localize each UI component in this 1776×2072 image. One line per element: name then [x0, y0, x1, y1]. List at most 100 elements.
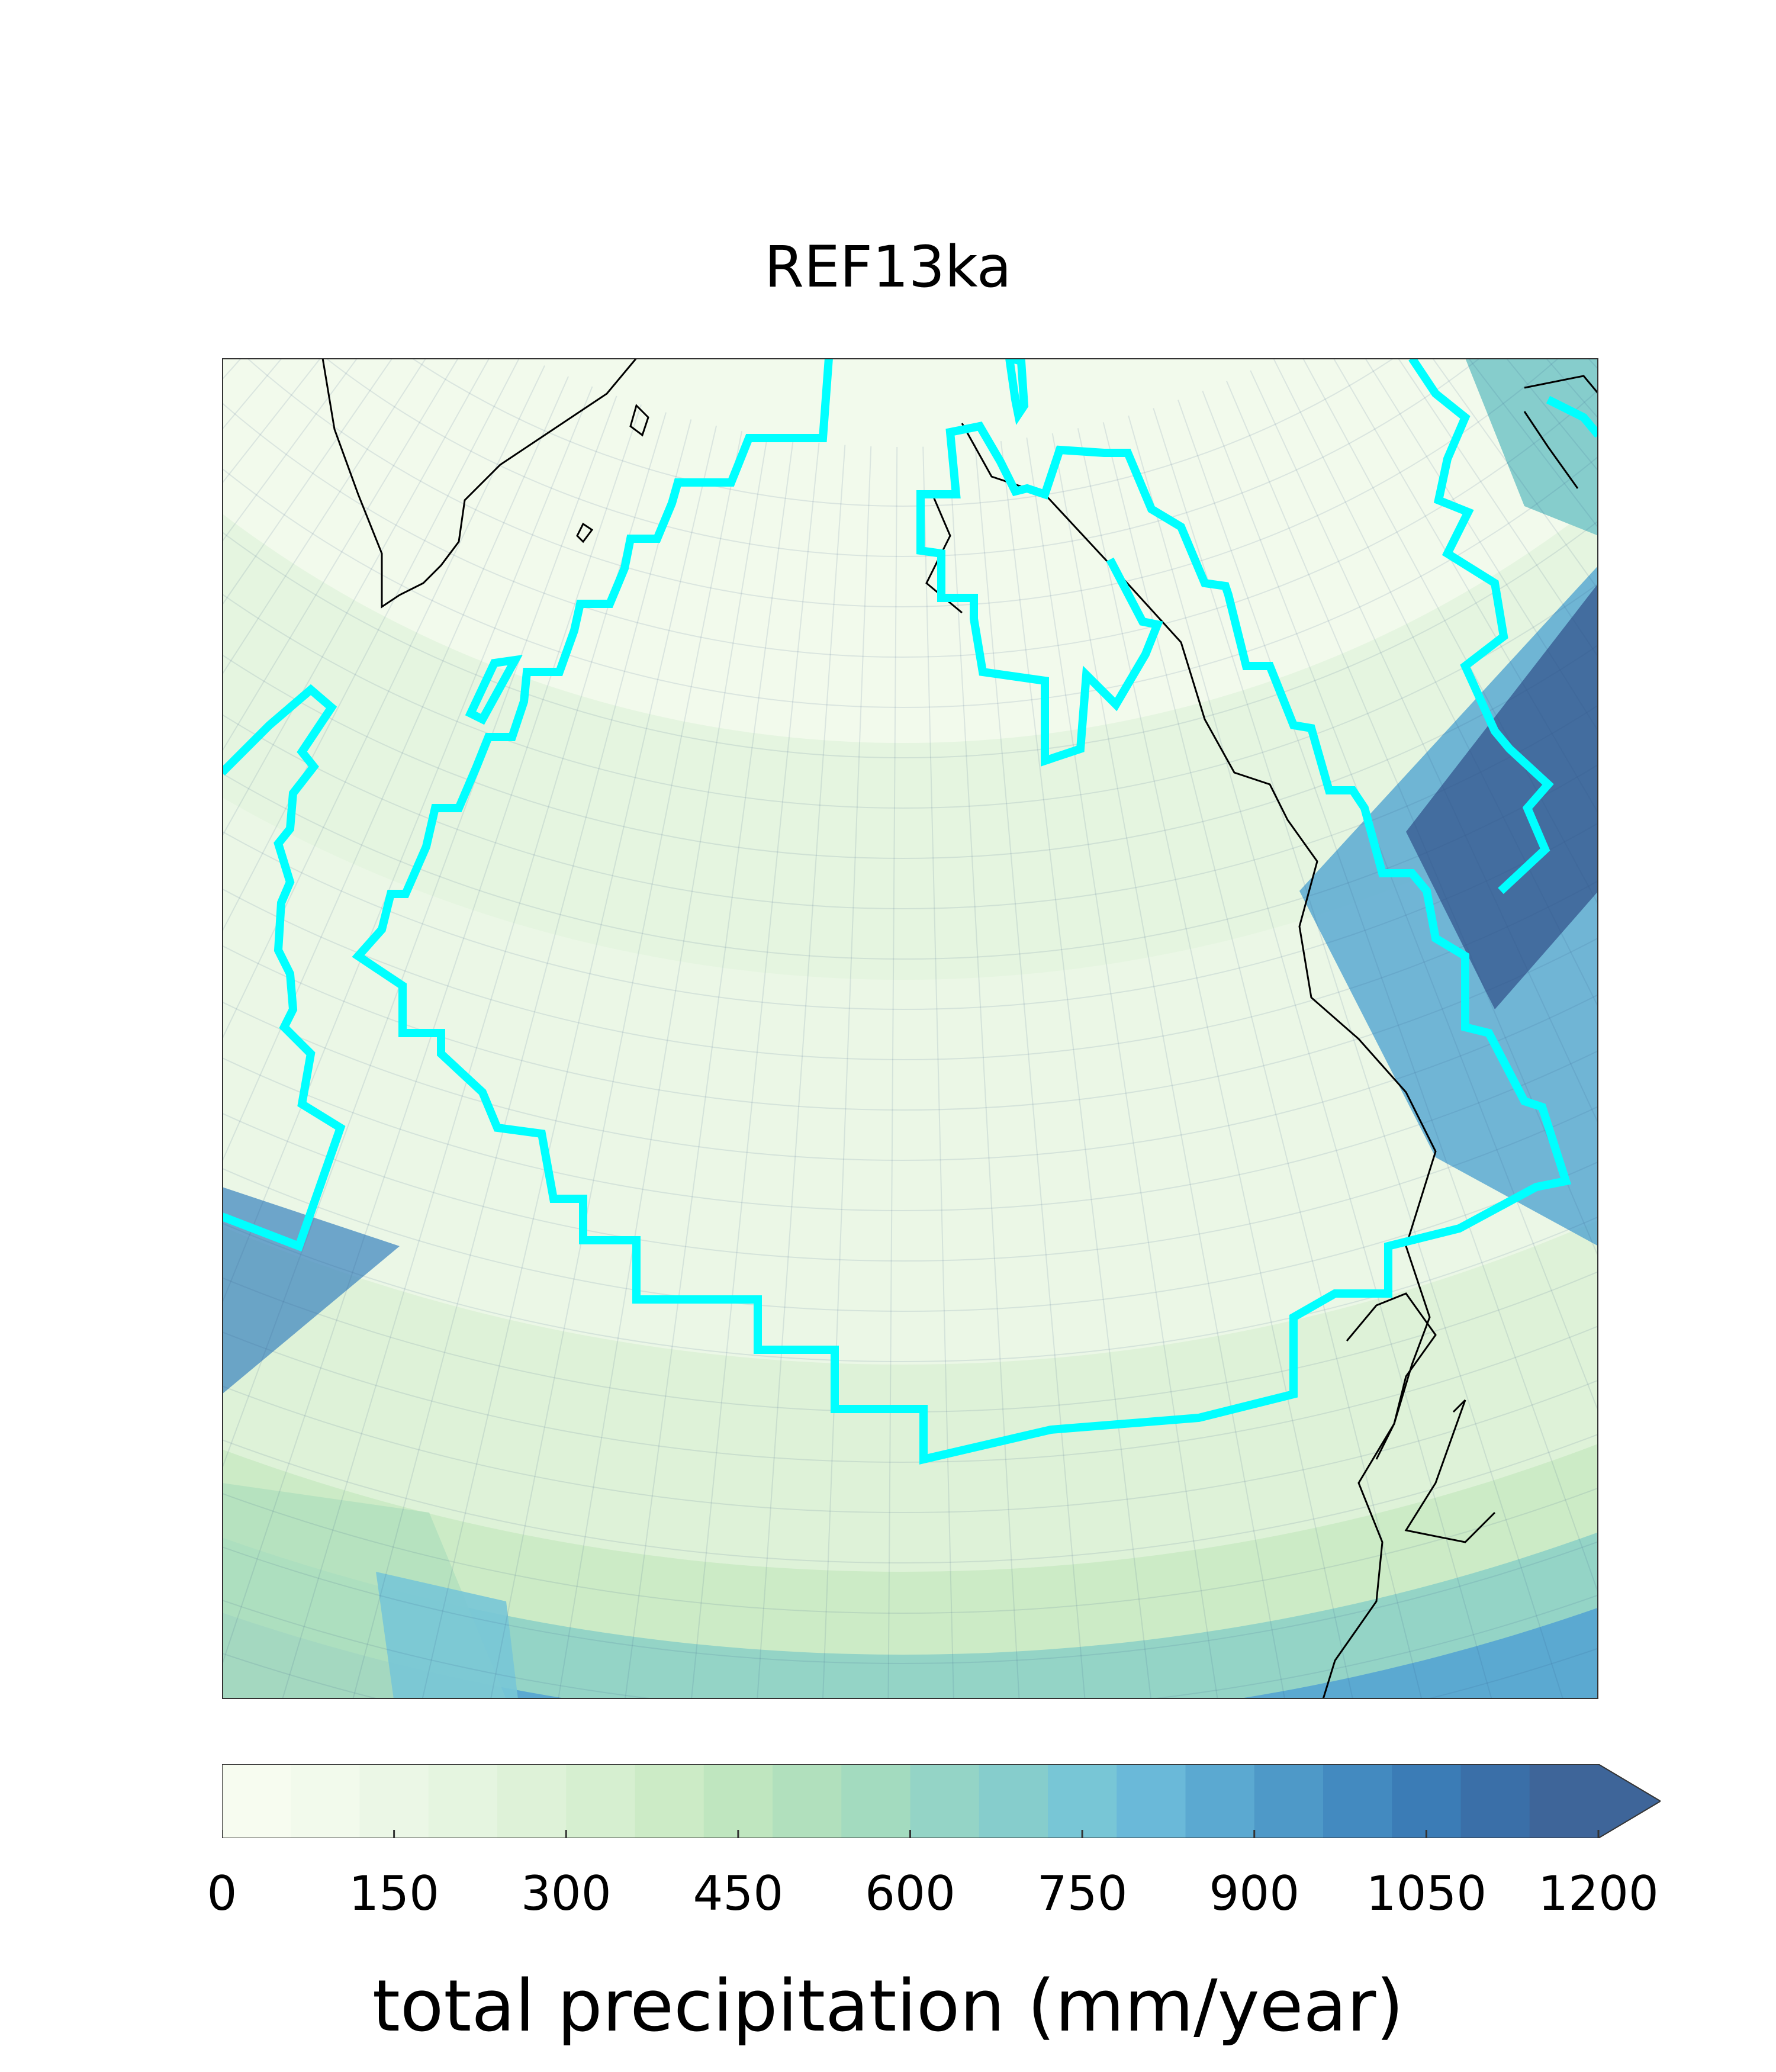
- colorbar-tick-label: 750: [1037, 1866, 1128, 1921]
- colorbar-segment: [841, 1764, 911, 1838]
- coastline-gulf: [1404, 1399, 1496, 1543]
- grid-meridian: [1468, 358, 1598, 529]
- grid-meridian: [974, 443, 1086, 1699]
- grid-meridian: [222, 358, 490, 838]
- grid-meridian: [222, 365, 545, 1041]
- grid-parallel: [246, 358, 1559, 607]
- grid-parallel: [222, 520, 1598, 758]
- grid-meridian: [1102, 422, 1423, 1699]
- colorbar-segment: [1529, 1764, 1599, 1838]
- colorbar-segment: [703, 1764, 773, 1838]
- colorbar-tick-label: 0: [207, 1866, 237, 1921]
- grid-parallel: [222, 1049, 1598, 1211]
- colorbar-segment: [1185, 1764, 1255, 1838]
- ice-sheet-outline-east: [1408, 358, 1554, 895]
- grid-meridian: [222, 358, 358, 543]
- grid-meridian: [222, 358, 393, 606]
- coastline-north-america: [961, 423, 1437, 1699]
- grid-meridian: [1397, 358, 1598, 658]
- grid-parallel: [222, 644, 1598, 859]
- grid-meridian: [1302, 358, 1598, 906]
- colorbar-segment: [1254, 1764, 1324, 1838]
- precip-region-northeast: [1465, 358, 1598, 536]
- grid-parallel: [222, 1215, 1598, 1362]
- grid-meridian: [222, 376, 569, 1163]
- grid-parallel: [222, 1160, 1598, 1312]
- grid-parallel: [222, 388, 1598, 658]
- grid-parallel: [222, 937, 1598, 1111]
- grid-meridian: [282, 412, 667, 1699]
- grid-meridian: [922, 446, 954, 1699]
- ice-sheet-outline-laurentide: [352, 358, 1572, 1465]
- precipitation-map: [222, 358, 1598, 1699]
- colorbar: [221, 1764, 1662, 1839]
- coastline-baja: [1346, 1292, 1437, 1460]
- colorbar-segment: [773, 1764, 842, 1838]
- ice-sheet-outline-island: [465, 655, 523, 725]
- colorbar-tick-label: 900: [1209, 1866, 1300, 1921]
- grid-parallel: [222, 880, 1598, 1060]
- colorbar-extend-arrow: [1598, 1764, 1661, 1838]
- grid-parallel: [222, 1433, 1598, 1563]
- grid-meridian: [558, 436, 768, 1699]
- grid-parallel: [222, 1105, 1598, 1262]
- grid-parallel: [324, 358, 1481, 557]
- grid-parallel: [222, 763, 1598, 960]
- colorbar-segment: [428, 1764, 498, 1838]
- grid-meridian: [1051, 433, 1286, 1699]
- colorbar-tick-label: 600: [865, 1866, 955, 1921]
- grid-meridian: [222, 358, 459, 752]
- colorbar-outline: [221, 1764, 1662, 1839]
- grid-meridian: [1000, 441, 1152, 1699]
- colorbar-segment: [1048, 1764, 1117, 1838]
- grid-meridian: [1364, 358, 1598, 733]
- grid-meridian: [1128, 415, 1492, 1699]
- colorbar-segment: [497, 1764, 567, 1838]
- grid-meridian: [1333, 358, 1598, 815]
- grid-meridian: [690, 442, 820, 1699]
- grid-meridian: [222, 404, 642, 1667]
- colorbar-segment: [1117, 1764, 1186, 1838]
- grid-meridian: [222, 358, 520, 933]
- map-title: REF13ka: [764, 234, 1012, 300]
- ice-sheet-outline-northeast: [1546, 395, 1598, 438]
- colorbar-segment: [566, 1764, 636, 1838]
- grid-meridian: [1431, 358, 1598, 591]
- colorbar-label: total precipitation (mm/year): [372, 1965, 1404, 2048]
- grid-meridian: [222, 358, 427, 676]
- colorbar-segment: [359, 1764, 429, 1838]
- grid-meridian: [422, 425, 718, 1699]
- colorbar-segment: [222, 1764, 291, 1838]
- coastlines: [321, 358, 1598, 1699]
- precipitation-field: [222, 358, 1598, 1699]
- grid-meridian: [948, 445, 1020, 1699]
- grid-parallel: [222, 1379, 1598, 1513]
- colorbar-tick-label: 300: [520, 1866, 612, 1921]
- grid-meridian: [222, 386, 593, 1305]
- precip-region-east-very-wet: [1406, 583, 1598, 1009]
- grid-meridian: [1153, 408, 1564, 1699]
- grid-parallel: [222, 822, 1598, 1010]
- grid-meridian: [822, 446, 872, 1699]
- grid-meridian: [887, 446, 898, 1699]
- grid-meridian: [757, 445, 846, 1699]
- ice-sheet-outlines: [222, 358, 1598, 1465]
- coastline-island-north: [629, 404, 649, 437]
- grid-parallel: [222, 1324, 1598, 1463]
- colorbar-segment: [910, 1764, 980, 1838]
- colorbar-tick-label: 1200: [1538, 1866, 1659, 1921]
- grid-meridian: [490, 431, 743, 1699]
- grid-parallel: [222, 455, 1598, 708]
- ice-sheet-outline-greenland-strip: [1005, 358, 1029, 425]
- colorbar-segment: [1323, 1764, 1392, 1838]
- grid-parallel: [222, 704, 1598, 909]
- colorbar-segment: [635, 1764, 704, 1838]
- grid-meridian: [1026, 437, 1218, 1699]
- grid-parallel: [411, 358, 1395, 507]
- grid-meridian: [1202, 390, 1598, 1414]
- colorbar-segment: [1460, 1764, 1530, 1838]
- grid-meridian: [624, 439, 794, 1699]
- colorbar-segment: [291, 1764, 361, 1838]
- ice-sheet-outline-west: [222, 684, 346, 1252]
- grid-parallel: [222, 993, 1598, 1161]
